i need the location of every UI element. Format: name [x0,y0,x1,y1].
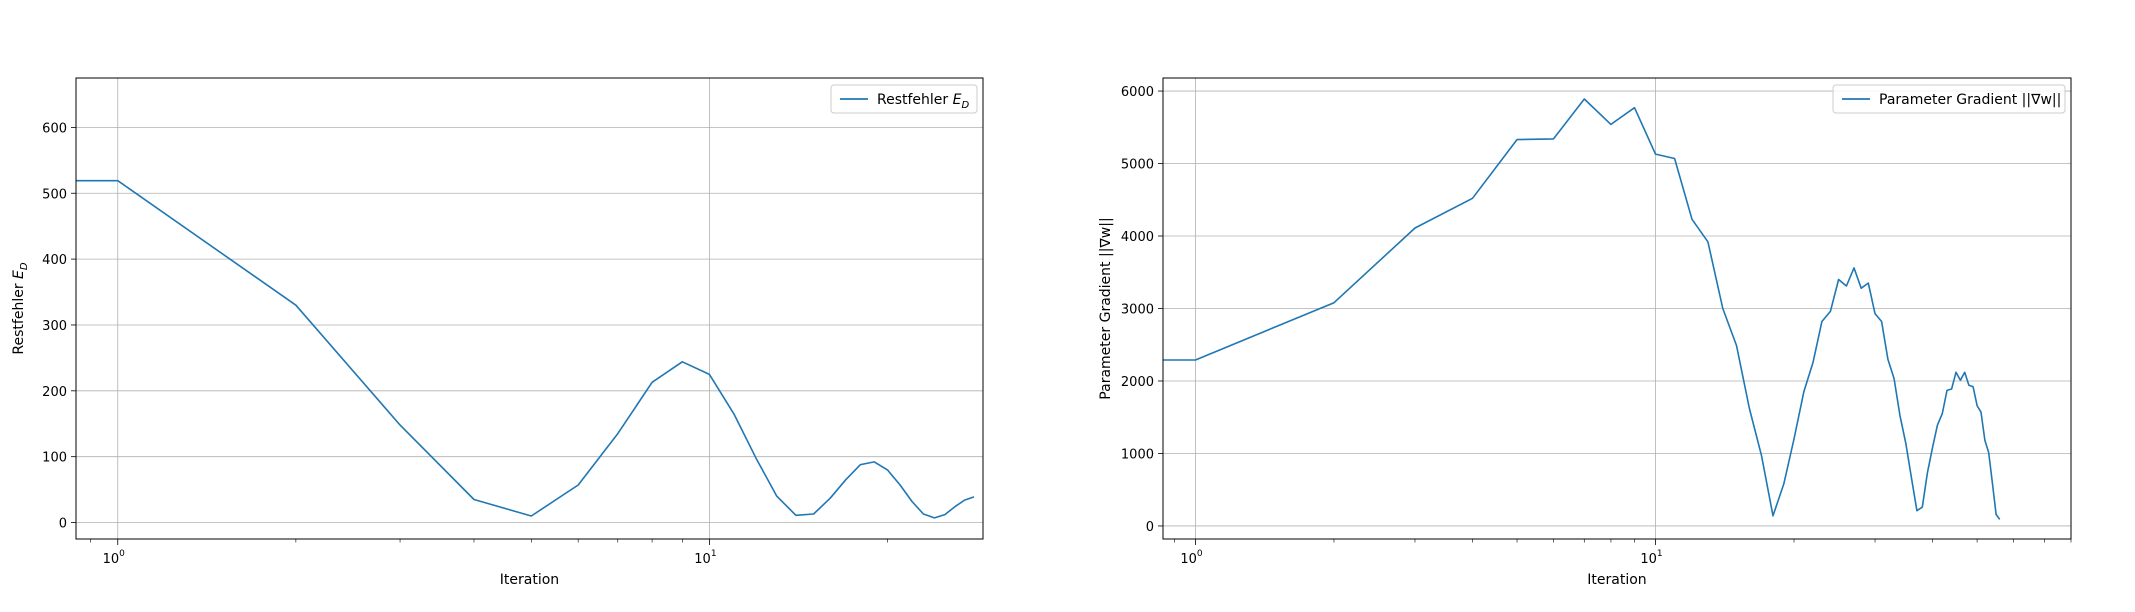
axes-frame [75,77,984,540]
x-axis-label: Iteration [500,572,559,588]
series-line [76,179,975,519]
legend-label: Parameter Gradient ||∇w|| [1879,92,2061,108]
y-axis-label: Restfehler ED [11,262,30,354]
y-tick-label: 4000 [1121,230,1154,245]
y-tick-label: 0 [1146,520,1154,535]
y-tick-label: 400 [42,253,67,268]
y-tick-label: 300 [42,319,67,334]
y-tick-label: 0 [59,517,67,532]
legend-label: Restfehler ED [877,92,969,111]
y-tick-label: 600 [42,121,67,136]
x-tick-label: 101 [694,549,716,567]
y-axis-label: Parameter Gradient ||∇w|| [1098,217,1114,399]
chart-parameter-gradient: 0 1000 2000 3000 4000 5000 6000 100 101 Iteration… [1098,77,2072,588]
y-tick-label: 5000 [1121,158,1154,173]
legend-box [1832,84,2066,114]
legend: Restfehler ED [830,84,978,114]
axes-frame [1162,77,2072,540]
chart-restfehler: 0 100 200 300 400 500 600 100 101 Iteration Restfe… [11,77,984,588]
y-tick-label: 500 [42,187,67,202]
x-tick-label: 100 [103,549,126,567]
legend-box [830,84,978,114]
y-tick-label: 200 [42,385,67,400]
y-tick-label: 100 [42,451,67,466]
legend: Parameter Gradient ||∇w|| [1832,84,2066,114]
y-tick-label: 6000 [1121,85,1154,100]
x-tick-label: 101 [1640,549,1662,567]
x-tick-label: 100 [1180,549,1203,567]
y-tick-label: 2000 [1121,375,1154,390]
y-tick-label: 3000 [1121,303,1154,318]
x-axis-label: Iteration [1587,572,1646,588]
y-tick-label: 1000 [1121,447,1154,462]
series-line [1163,98,2001,520]
